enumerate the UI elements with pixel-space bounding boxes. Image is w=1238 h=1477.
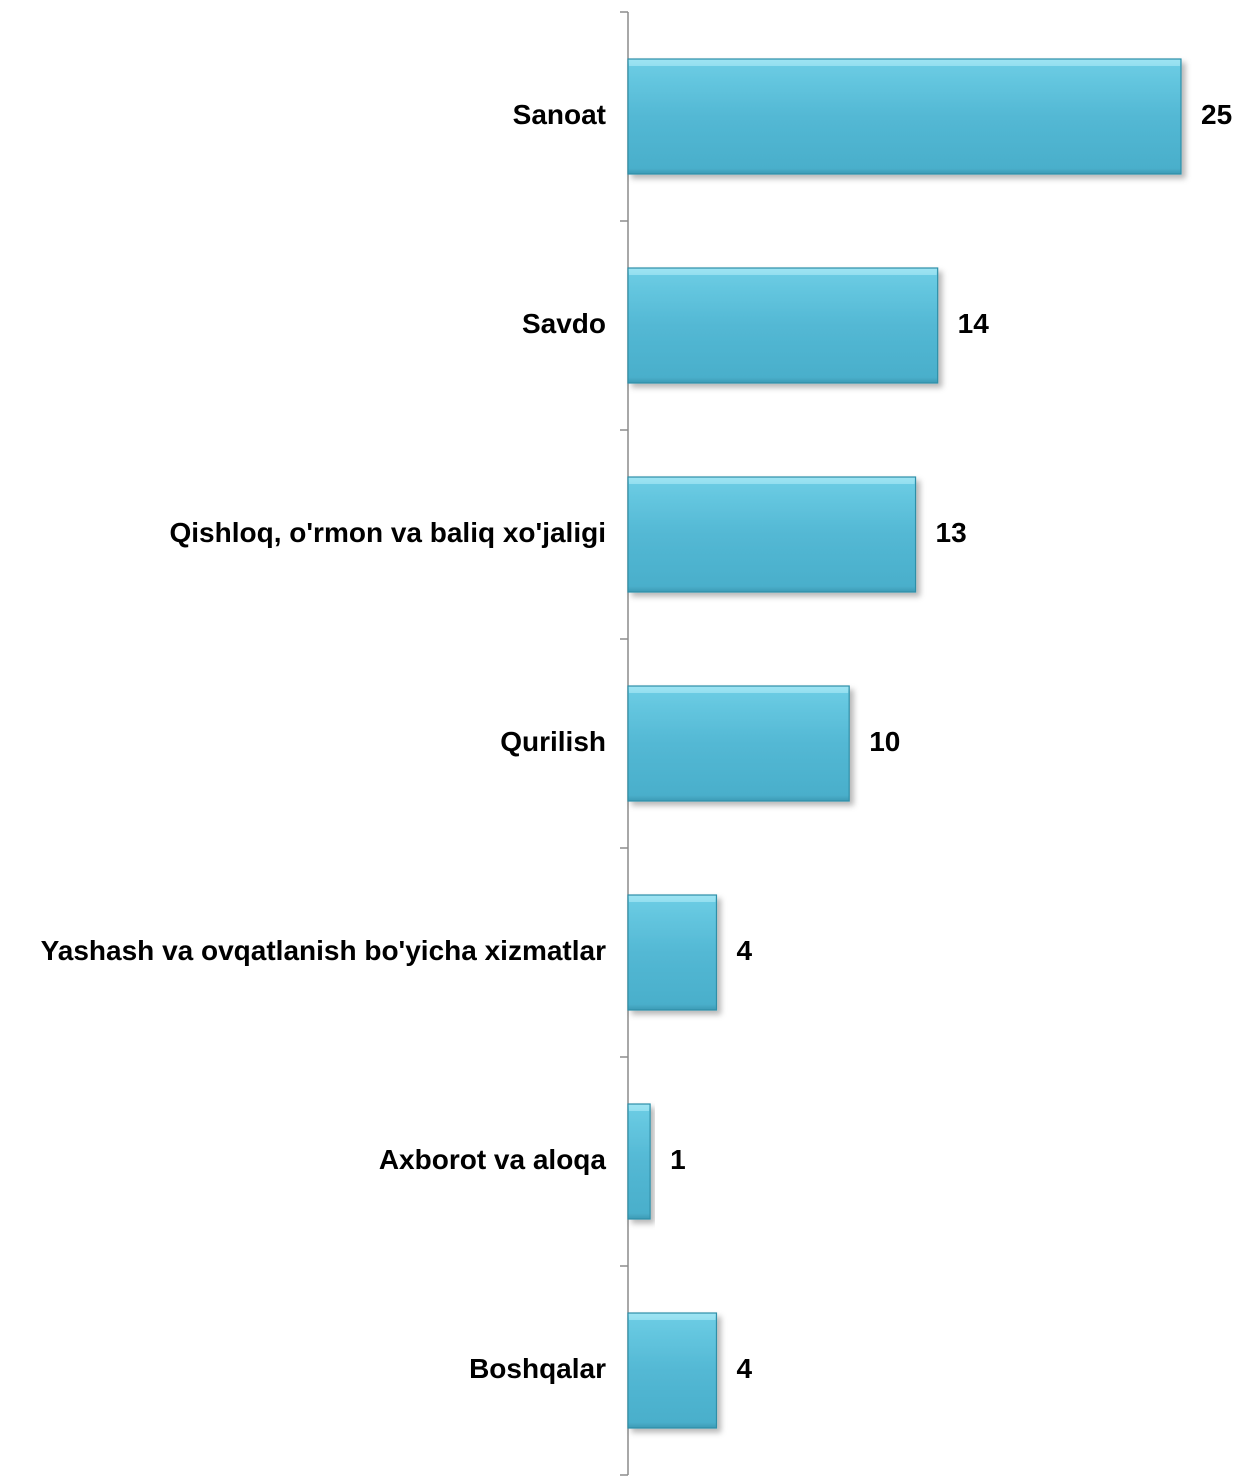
category-label-3: Qurilish bbox=[500, 726, 606, 757]
category-label-6: Boshqalar bbox=[469, 1353, 606, 1384]
category-axis bbox=[620, 11, 629, 1476]
category-label-1: Savdo bbox=[522, 308, 606, 339]
value-label-0: 25 bbox=[1201, 99, 1232, 130]
bar-highlight-6 bbox=[629, 1314, 716, 1320]
bar-4 bbox=[627, 894, 718, 1011]
bar-highlight-4 bbox=[629, 896, 716, 902]
value-label-2: 13 bbox=[936, 517, 967, 548]
bar-3 bbox=[627, 685, 850, 802]
value-label-4: 4 bbox=[736, 935, 752, 966]
bar-6 bbox=[627, 1312, 718, 1429]
bar-highlight-3 bbox=[629, 687, 849, 693]
bar-highlight-2 bbox=[629, 478, 915, 484]
bar-5 bbox=[627, 1103, 651, 1220]
bar-0 bbox=[627, 58, 1182, 175]
value-label-5: 1 bbox=[670, 1144, 686, 1175]
value-label-3: 10 bbox=[869, 726, 900, 757]
bar-2 bbox=[627, 476, 917, 593]
value-label-1: 14 bbox=[958, 308, 990, 339]
value-label-6: 4 bbox=[736, 1353, 752, 1384]
category-label-4: Yashash va ovqatlanish bo'yicha xizmatla… bbox=[41, 935, 606, 966]
bar-highlight-5 bbox=[629, 1105, 650, 1111]
category-label-0: Sanoat bbox=[513, 99, 606, 130]
category-label-5: Axborot va aloqa bbox=[379, 1144, 607, 1175]
bars bbox=[627, 58, 1182, 1429]
bar-highlight-1 bbox=[629, 269, 937, 275]
category-label-2: Qishloq, o'rmon va baliq xo'jaligi bbox=[170, 517, 607, 548]
bar-1 bbox=[627, 267, 939, 384]
bar-highlight-0 bbox=[629, 60, 1180, 66]
